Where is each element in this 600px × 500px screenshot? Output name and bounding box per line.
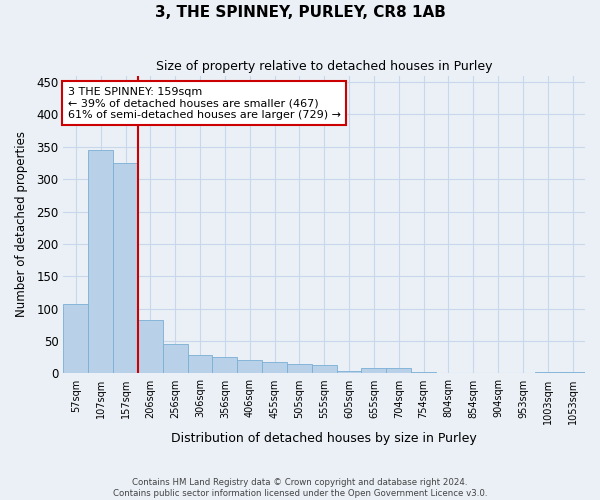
Bar [237, 360, 262, 374]
Text: 3, THE SPINNEY, PURLEY, CR8 1AB: 3, THE SPINNEY, PURLEY, CR8 1AB [155, 5, 445, 20]
Bar [535, 372, 560, 374]
X-axis label: Distribution of detached houses by size in Purley: Distribution of detached houses by size … [172, 432, 477, 445]
Bar [287, 364, 312, 374]
Text: Contains HM Land Registry data © Crown copyright and database right 2024.
Contai: Contains HM Land Registry data © Crown c… [113, 478, 487, 498]
Bar [560, 372, 585, 374]
Bar [113, 163, 138, 374]
Bar [88, 150, 113, 374]
Bar [163, 344, 188, 374]
Bar [188, 356, 212, 374]
Bar [262, 362, 287, 374]
Bar [64, 304, 88, 374]
Y-axis label: Number of detached properties: Number of detached properties [15, 132, 28, 318]
Bar [212, 357, 237, 374]
Bar [386, 368, 411, 374]
Bar [312, 365, 337, 374]
Bar [361, 368, 386, 374]
Title: Size of property relative to detached houses in Purley: Size of property relative to detached ho… [156, 60, 493, 73]
Bar [337, 372, 361, 374]
Bar [138, 320, 163, 374]
Bar [411, 372, 436, 374]
Text: 3 THE SPINNEY: 159sqm
← 39% of detached houses are smaller (467)
61% of semi-det: 3 THE SPINNEY: 159sqm ← 39% of detached … [68, 86, 341, 120]
